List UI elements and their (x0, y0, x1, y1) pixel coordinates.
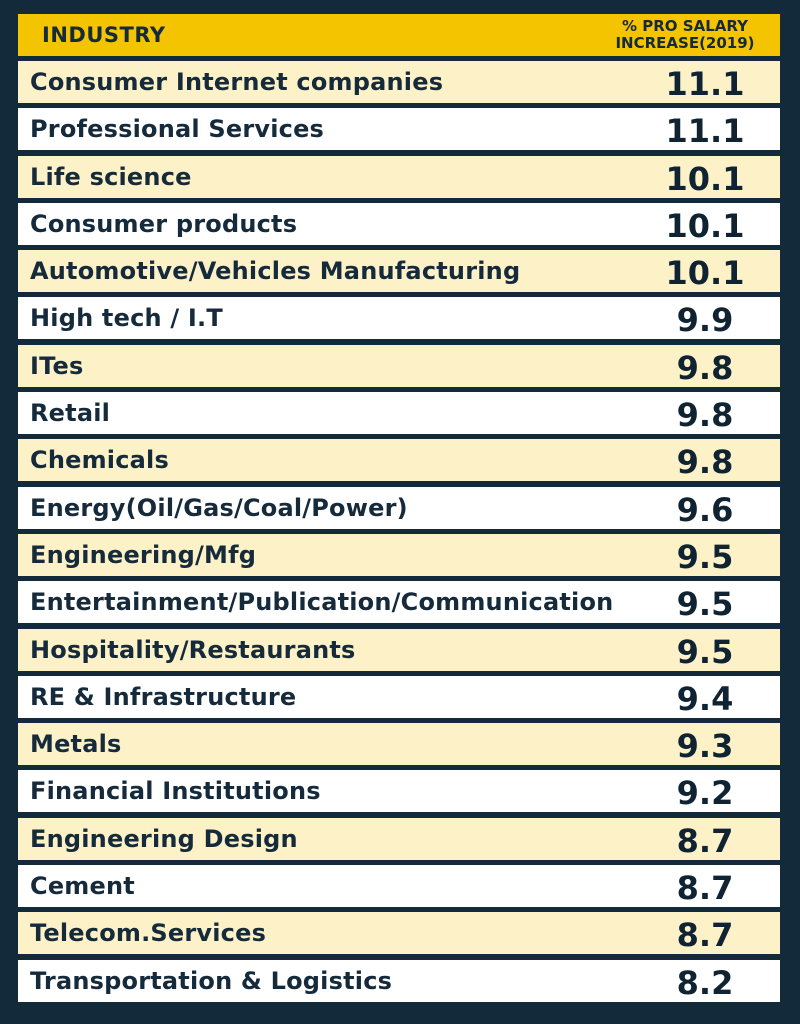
table-row: RE & Infrastructure 9.4 (18, 675, 780, 718)
salary-increase-cell: 9.8 (676, 348, 734, 387)
industry-cell: Consumer Internet companies (30, 68, 444, 96)
table-row: Engineering/Mfg 9.5 (18, 533, 780, 576)
salary-increase-cell: 9.6 (676, 490, 734, 529)
salary-increase-cell: 8.2 (676, 963, 734, 1002)
table-row: Financial Institutions 9.2 (18, 770, 780, 813)
salary-increase-cell: 11.1 (665, 112, 745, 151)
table-row: Entertainment/Publication/Communication 9… (18, 581, 780, 624)
salary-increase-cell: 9.5 (676, 537, 734, 576)
table-row: Professional Services 11.1 (18, 108, 780, 151)
industry-cell: High tech / I.T (30, 304, 223, 333)
table-row: Consumer Internet companies 11.1 (18, 61, 780, 103)
salary-increase-cell: 9.2 (676, 774, 734, 813)
salary-increase-cell: 9.3 (676, 727, 734, 766)
industry-cell: Life science (30, 162, 192, 191)
salary-header-line-1: % PRO SALARY (622, 17, 748, 35)
table-row: Metals 9.3 (18, 723, 780, 766)
salary-increase-cell: 9.4 (676, 679, 734, 718)
salary-increase-cell: 11.1 (665, 65, 745, 103)
industry-cell: Hospitality/Restaurants (30, 635, 356, 664)
industry-cell: ITes (30, 351, 84, 380)
industry-cell: Cement (30, 872, 135, 901)
salary-increase-cell: 9.8 (676, 396, 734, 435)
salary-table: INDUSTRY % PRO SALARY INCREASE(2019) Con… (18, 14, 780, 1007)
industry-cell: Chemicals (30, 446, 169, 475)
industry-cell: Professional Services (30, 115, 325, 144)
salary-increase-cell: 9.5 (676, 632, 734, 671)
salary-header-line-2: INCREASE(2019) (615, 34, 755, 52)
table-row: Energy(Oil/Gas/Coal/Power) 9.6 (18, 486, 780, 529)
table-row: Automotive/Vehicles Manufacturing 10.1 (18, 250, 780, 293)
industry-cell: Metals (30, 730, 122, 759)
salary-increase-cell: 10.1 (665, 159, 745, 198)
table-row: ITes 9.8 (18, 344, 780, 387)
salary-increase-cell: 9.8 (676, 443, 734, 482)
salary-increase-cell: 8.7 (676, 869, 734, 908)
salary-increase-column-header: % PRO SALARY INCREASE(2019) (590, 18, 780, 52)
salary-increase-cell: 9.5 (676, 585, 734, 624)
industry-cell: Engineering Design (30, 824, 298, 853)
table-body: Consumer Internet companies 11.1 Professio… (18, 61, 780, 1002)
table-header: INDUSTRY % PRO SALARY INCREASE(2019) (18, 14, 780, 56)
industry-cell: Consumer products (30, 209, 298, 238)
table-row: Chemicals 9.8 (18, 439, 780, 482)
industry-cell: Entertainment/Publication/Communication (30, 588, 614, 617)
industry-column-header: INDUSTRY (42, 23, 166, 47)
table-row: Life science 10.1 (18, 155, 780, 198)
table-row: High tech / I.T 9.9 (18, 297, 780, 340)
industry-cell: Transportation & Logistics (30, 966, 393, 995)
industry-cell: RE & Infrastructure (30, 682, 297, 711)
salary-increase-cell: 10.1 (665, 254, 745, 293)
table-row: Telecom.Services 8.7 (18, 912, 780, 955)
industry-cell: Telecom.Services (30, 919, 267, 948)
industry-cell: Retail (30, 399, 111, 428)
table-row: Engineering Design 8.7 (18, 817, 780, 860)
industry-cell: Automotive/Vehicles Manufacturing (30, 257, 521, 286)
table-row: Cement 8.7 (18, 865, 780, 908)
table-row: Transportation & Logistics 8.2 (18, 959, 780, 1002)
salary-increase-cell: 8.7 (676, 916, 734, 955)
salary-increase-cell: 9.9 (676, 301, 734, 340)
industry-cell: Financial Institutions (30, 777, 321, 806)
table-row: Retail 9.8 (18, 392, 780, 435)
industry-cell: Engineering/Mfg (30, 540, 257, 569)
industry-cell: Energy(Oil/Gas/Coal/Power) (30, 493, 408, 522)
salary-increase-cell: 8.7 (676, 821, 734, 860)
table-row: Hospitality/Restaurants 9.5 (18, 628, 780, 671)
salary-increase-cell: 10.1 (665, 206, 745, 245)
table-row: Consumer products 10.1 (18, 202, 780, 245)
